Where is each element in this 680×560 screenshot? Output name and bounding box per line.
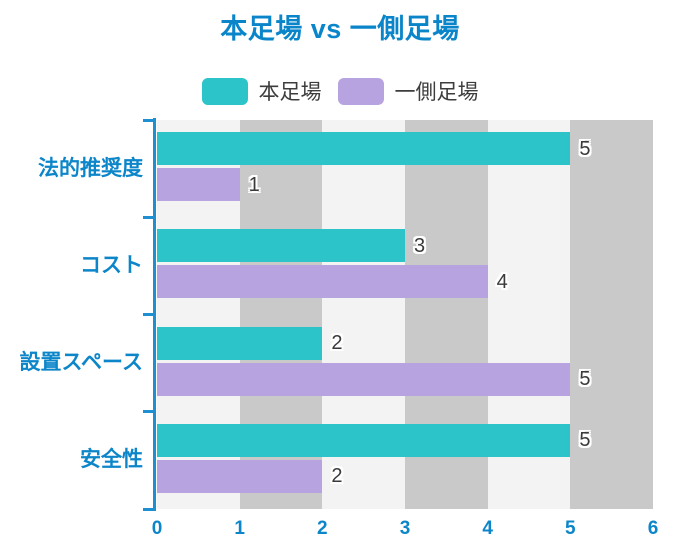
- bar-ippokuashiba: [157, 459, 323, 493]
- background-stripe: [570, 120, 653, 509]
- bar-honashiba: [157, 326, 323, 360]
- bar-value-label: 5: [579, 368, 591, 390]
- y-axis-tick: [143, 215, 156, 219]
- bar-value-label: 5: [579, 137, 591, 160]
- category-label: コスト: [80, 253, 143, 277]
- y-axis-tick: [143, 410, 156, 414]
- bar-value-label: 3: [414, 234, 426, 257]
- x-tick-label: 4: [482, 518, 493, 539]
- x-tick-label: 3: [399, 518, 411, 539]
- bar-ippokuashiba: [157, 265, 488, 299]
- category-label: 安全性: [80, 448, 143, 472]
- y-axis-tick: [143, 507, 156, 511]
- bar-ippokuashiba: [157, 168, 240, 201]
- bar-honashiba: [157, 132, 571, 165]
- legend-item-honashiba: 本足場: [201, 76, 322, 106]
- x-tick-label: 2: [317, 518, 328, 539]
- bar-value-label: 4: [496, 270, 508, 293]
- x-tick-label: 1: [234, 518, 245, 539]
- x-tick-label: 6: [647, 518, 659, 539]
- bar-honashiba: [157, 423, 571, 457]
- bar-value-label: 1: [248, 173, 260, 196]
- bar-value-label: 2: [331, 332, 343, 354]
- legend-swatch-purple: [337, 77, 384, 105]
- legend-item-ippokuashiba: 一側足場: [337, 76, 479, 106]
- category-label: 設置スペース: [19, 351, 143, 375]
- bar-ippokuashiba: [157, 362, 571, 396]
- chart-title: 本足場 vs 一側足場: [220, 14, 460, 44]
- legend: 本足場 一側足場: [0, 76, 680, 106]
- y-axis-tick: [143, 118, 156, 122]
- bar-honashiba: [157, 229, 405, 263]
- legend-label: 一側足場: [394, 81, 479, 104]
- x-tick-label: 0: [151, 518, 163, 539]
- category-label: 法的推奨度: [38, 156, 143, 180]
- bar-value-label: 5: [579, 429, 591, 452]
- legend-swatch-teal: [201, 77, 248, 105]
- legend-label: 本足場: [258, 81, 322, 104]
- y-axis-tick: [143, 313, 156, 316]
- x-tick-label: 5: [565, 518, 576, 539]
- plot-area: 5 1 3 4 2 5 5 2: [157, 120, 653, 509]
- bar-value-label: 2: [331, 465, 343, 488]
